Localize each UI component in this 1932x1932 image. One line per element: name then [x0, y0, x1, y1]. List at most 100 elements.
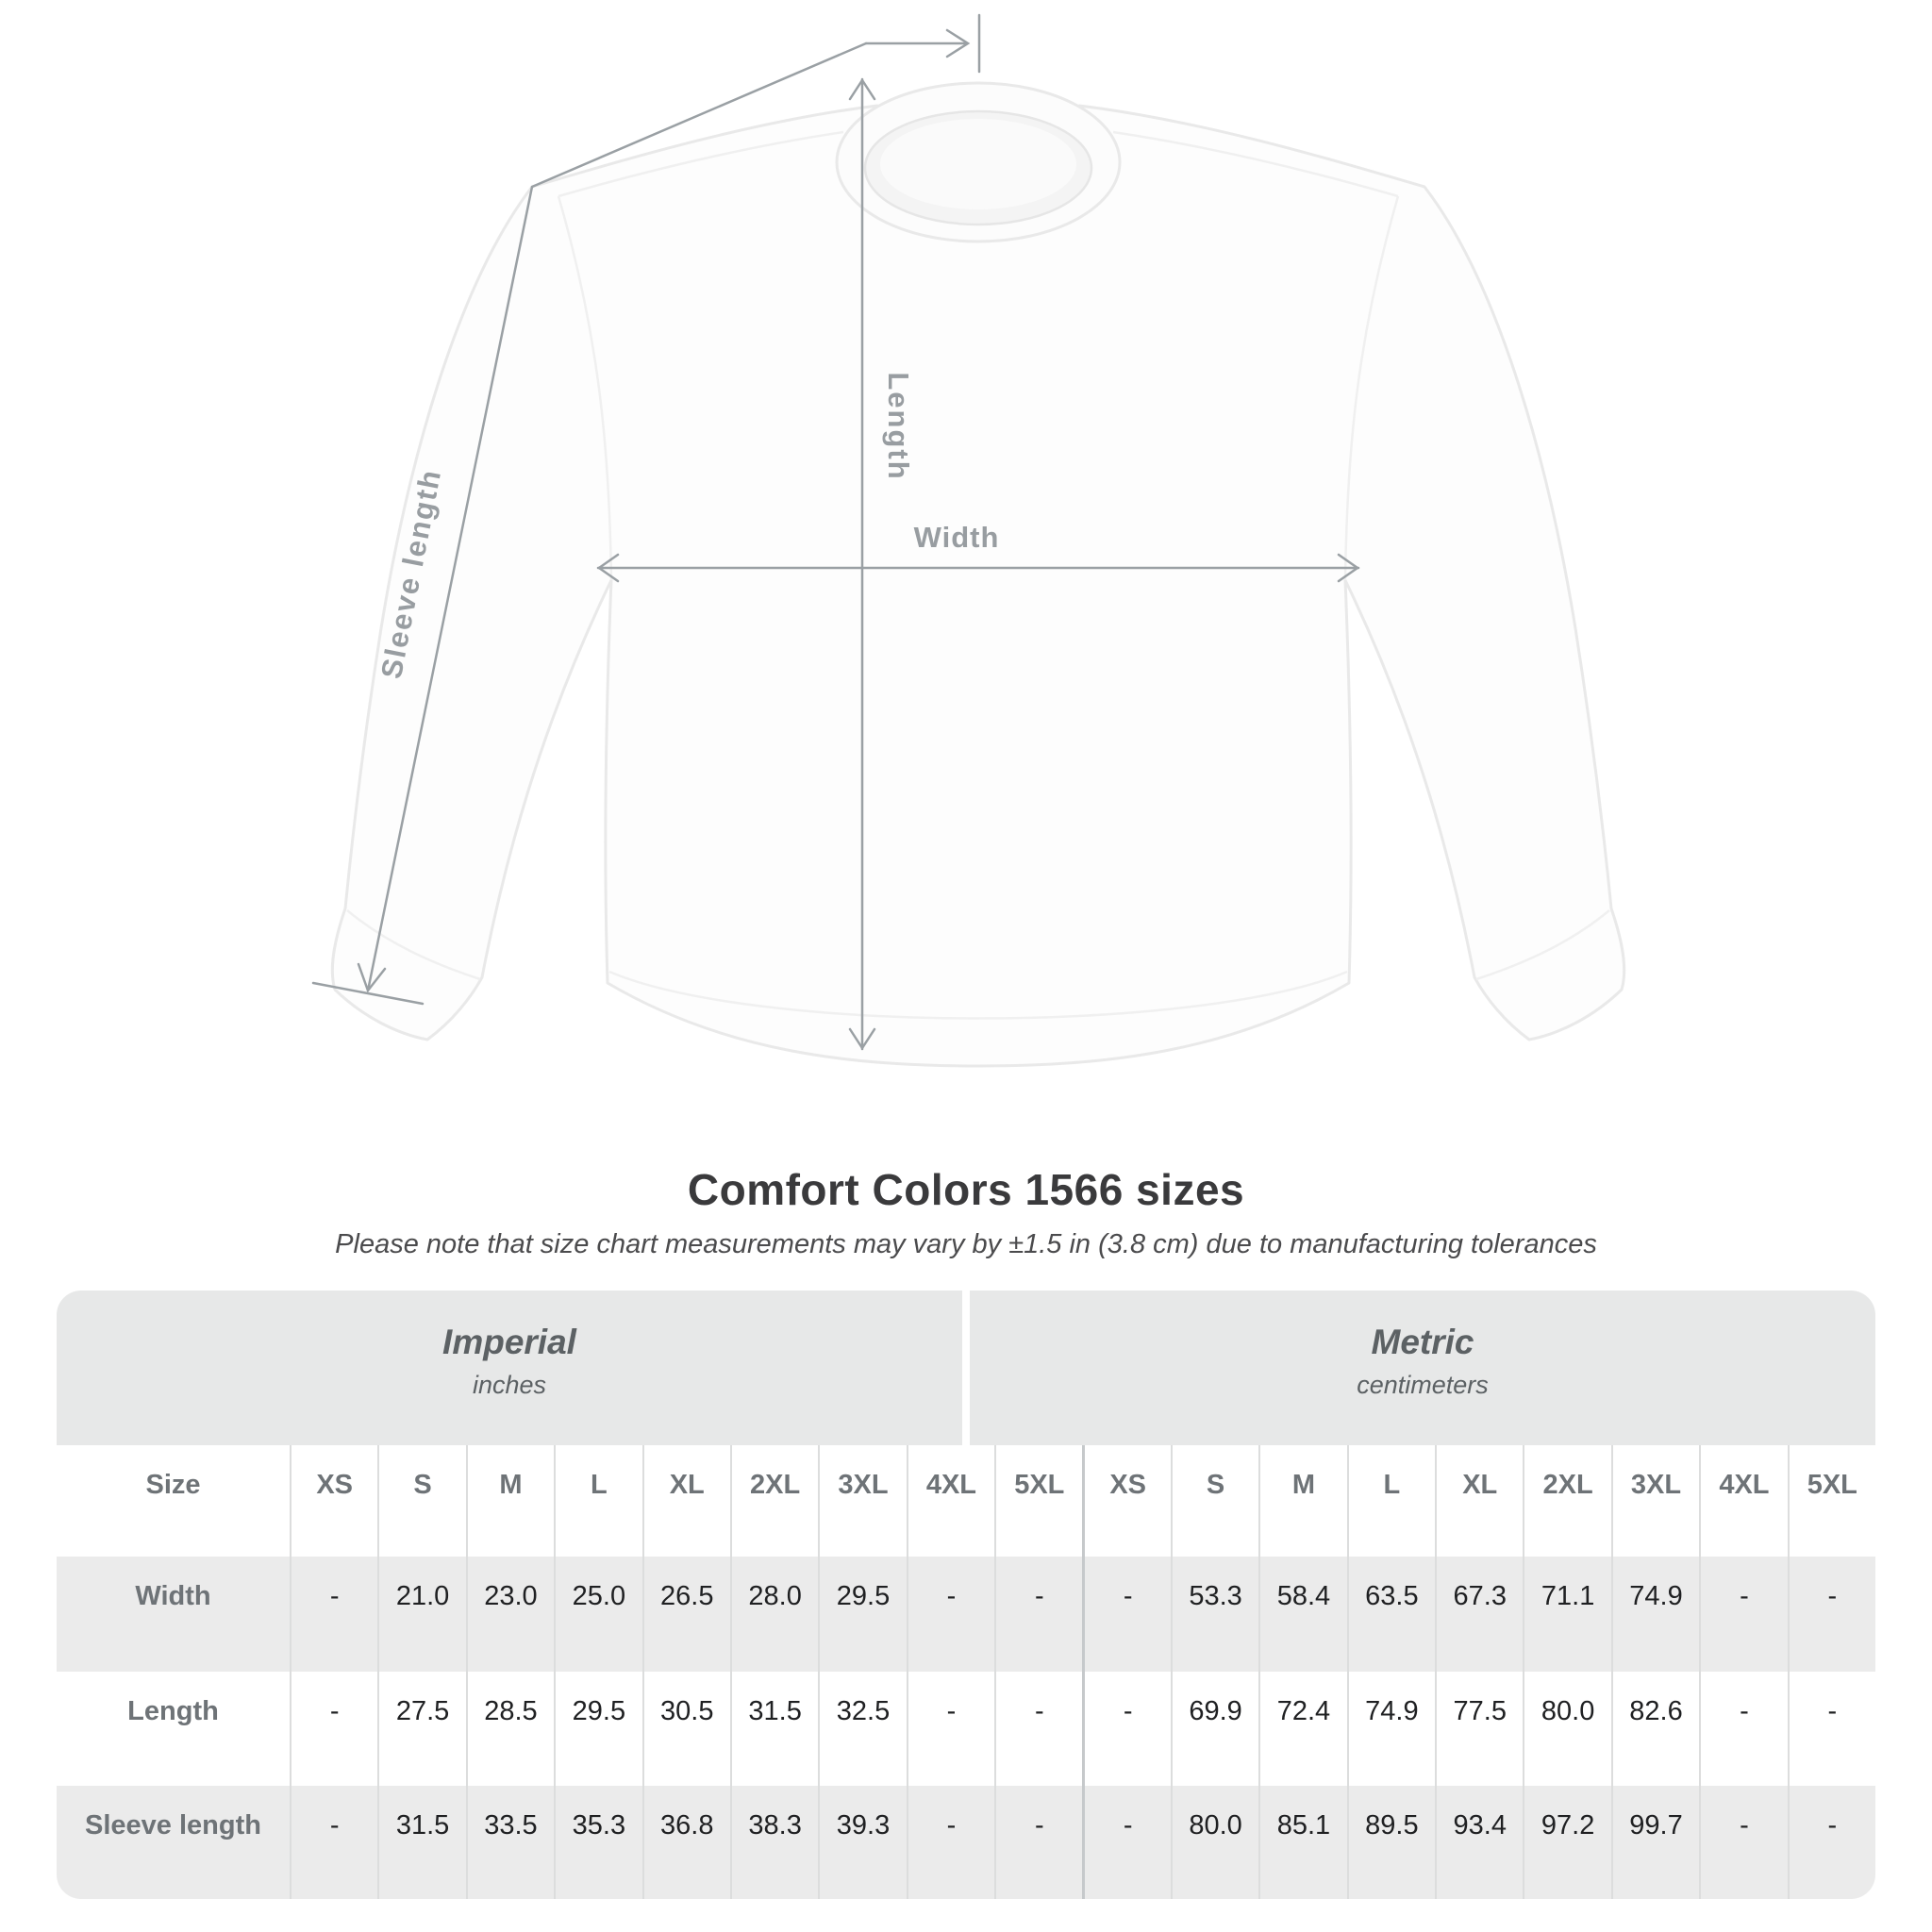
size-header-row-label: Size — [145, 1470, 201, 1500]
metric-cell: M — [1258, 1445, 1346, 1557]
tolerance-note: Please note that size chart measurements… — [335, 1229, 1597, 1259]
size-table: Imperial inches Metric centimeters Size X… — [57, 1291, 1875, 1899]
metric-group-header: Metric centimeters — [970, 1291, 1875, 1445]
metric-cell: 5XL — [1787, 1445, 1875, 1557]
metric-cell: XL — [1435, 1445, 1523, 1557]
metric-cell: S — [1170, 1445, 1258, 1557]
metric-cell: 74.9 — [1610, 1557, 1699, 1672]
metric-cell: 53.3 — [1170, 1557, 1258, 1672]
metric-cell: 2XL — [1523, 1445, 1610, 1557]
imperial-cell: 29.5 — [554, 1672, 641, 1786]
length-label: Length — [882, 372, 915, 480]
imperial-cell: - — [994, 1672, 1082, 1786]
imperial-cell: 31.5 — [729, 1672, 818, 1786]
imperial-cell: 35.3 — [554, 1786, 641, 1899]
metric-group-unit: centimeters — [1357, 1371, 1489, 1399]
metric-cell: - — [1699, 1557, 1787, 1672]
imperial-cell: 4XL — [906, 1445, 994, 1557]
row-width: Width -21.0 23.0 25.0 26.5 28.0 29.5- - -53.3 58.… — [57, 1557, 1875, 1672]
row-length-label: Length — [127, 1696, 219, 1726]
sleeve-length-arrow — [311, 13, 981, 1006]
imperial-cell: 31.5 — [377, 1786, 465, 1899]
metric-cell: - — [1787, 1786, 1875, 1899]
imperial-cell: S — [377, 1445, 465, 1557]
imperial-cell: XL — [641, 1445, 730, 1557]
metric-cell: 77.5 — [1435, 1672, 1523, 1786]
imperial-cell: XS — [290, 1445, 377, 1557]
imperial-cell: 3XL — [818, 1445, 906, 1557]
imperial-cell: - — [906, 1672, 994, 1786]
metric-cell: 58.4 — [1258, 1557, 1346, 1672]
imperial-cell: 23.0 — [465, 1557, 554, 1672]
row-width-label: Width — [135, 1581, 211, 1611]
imperial-cell: - — [906, 1557, 994, 1672]
metric-cell: - — [1082, 1786, 1170, 1899]
row-sleeve-length-label: Sleeve length — [85, 1810, 261, 1840]
imperial-cell: 32.5 — [818, 1672, 906, 1786]
metric-cell: 71.1 — [1523, 1557, 1610, 1672]
metric-cell: 67.3 — [1435, 1557, 1523, 1672]
metric-cell: 93.4 — [1435, 1786, 1523, 1899]
metric-cell: 4XL — [1699, 1445, 1787, 1557]
metric-cell: - — [1699, 1786, 1787, 1899]
metric-cell: 85.1 — [1258, 1786, 1346, 1899]
imperial-group-header: Imperial inches — [57, 1291, 962, 1445]
metric-cell: 80.0 — [1170, 1786, 1258, 1899]
metric-cell: 80.0 — [1523, 1672, 1610, 1786]
metric-group-name: Metric — [1371, 1323, 1474, 1361]
measurement-overlay — [311, 13, 1360, 1051]
metric-cell: XS — [1082, 1445, 1170, 1557]
length-arrow — [848, 77, 876, 1051]
size-header-row: Size XS S M L XL 2XL 3XL 4XL 5XL XS S M L XL 2XL 3XL 4XL 5… — [57, 1445, 1875, 1557]
metric-cell: 69.9 — [1170, 1672, 1258, 1786]
metric-cell: - — [1082, 1672, 1170, 1786]
metric-cell: 3XL — [1610, 1445, 1699, 1557]
metric-cell: 72.4 — [1258, 1672, 1346, 1786]
metric-cell: 89.5 — [1346, 1786, 1435, 1899]
metric-cell: - — [1082, 1557, 1170, 1672]
metric-cell: 82.6 — [1610, 1672, 1699, 1786]
row-sleeve-length: Sleeve length -31.5 33.5 35.3 36.8 38.3 39.3- -… — [57, 1786, 1875, 1899]
metric-cell: 99.7 — [1610, 1786, 1699, 1899]
row-length: Length -27.5 28.5 29.5 30.5 31.5 32.5- - -69.9 72… — [57, 1672, 1875, 1786]
imperial-cell: 36.8 — [641, 1786, 730, 1899]
imperial-cell: 38.3 — [729, 1786, 818, 1899]
imperial-cell: M — [465, 1445, 554, 1557]
metric-cell: - — [1787, 1672, 1875, 1786]
imperial-cell: - — [290, 1672, 377, 1786]
imperial-group-unit: inches — [472, 1371, 547, 1399]
imperial-cell: 30.5 — [641, 1672, 730, 1786]
imperial-cell: - — [906, 1786, 994, 1899]
imperial-cell: 28.0 — [729, 1557, 818, 1672]
imperial-cell: - — [994, 1557, 1082, 1672]
imperial-cell: 29.5 — [818, 1557, 906, 1672]
imperial-cell: - — [290, 1557, 377, 1672]
width-label: Width — [914, 521, 1000, 554]
imperial-cell: 33.5 — [465, 1786, 554, 1899]
collar-inner — [880, 119, 1076, 209]
imperial-cell: 25.0 — [554, 1557, 641, 1672]
sweatshirt-measurement-figure: Width Length Sleeve length — [311, 13, 1626, 1068]
imperial-cell: 26.5 — [641, 1557, 730, 1672]
imperial-cell: L — [554, 1445, 641, 1557]
imperial-cell: 21.0 — [377, 1557, 465, 1672]
seam-lines — [346, 130, 1610, 1020]
imperial-cell: 5XL — [994, 1445, 1082, 1557]
metric-cell: - — [1787, 1557, 1875, 1672]
imperial-cell: 2XL — [729, 1445, 818, 1557]
imperial-cell: - — [290, 1786, 377, 1899]
imperial-group-name: Imperial — [442, 1323, 576, 1361]
unit-group-header: Imperial inches Metric centimeters — [57, 1291, 1875, 1445]
metric-cell: 63.5 — [1346, 1557, 1435, 1672]
imperial-cell: 27.5 — [377, 1672, 465, 1786]
metric-cell: L — [1346, 1445, 1435, 1557]
page-title: Comfort Colors 1566 sizes — [687, 1165, 1245, 1214]
imperial-cell: - — [994, 1786, 1082, 1899]
metric-cell: 97.2 — [1523, 1786, 1610, 1899]
width-arrow — [596, 553, 1360, 583]
imperial-cell: 39.3 — [818, 1786, 906, 1899]
metric-cell: - — [1699, 1672, 1787, 1786]
metric-cell: 74.9 — [1346, 1672, 1435, 1786]
size-grid: Size XS S M L XL 2XL 3XL 4XL 5XL XS S M L XL 2XL 3XL 4XL 5… — [57, 1445, 1875, 1899]
